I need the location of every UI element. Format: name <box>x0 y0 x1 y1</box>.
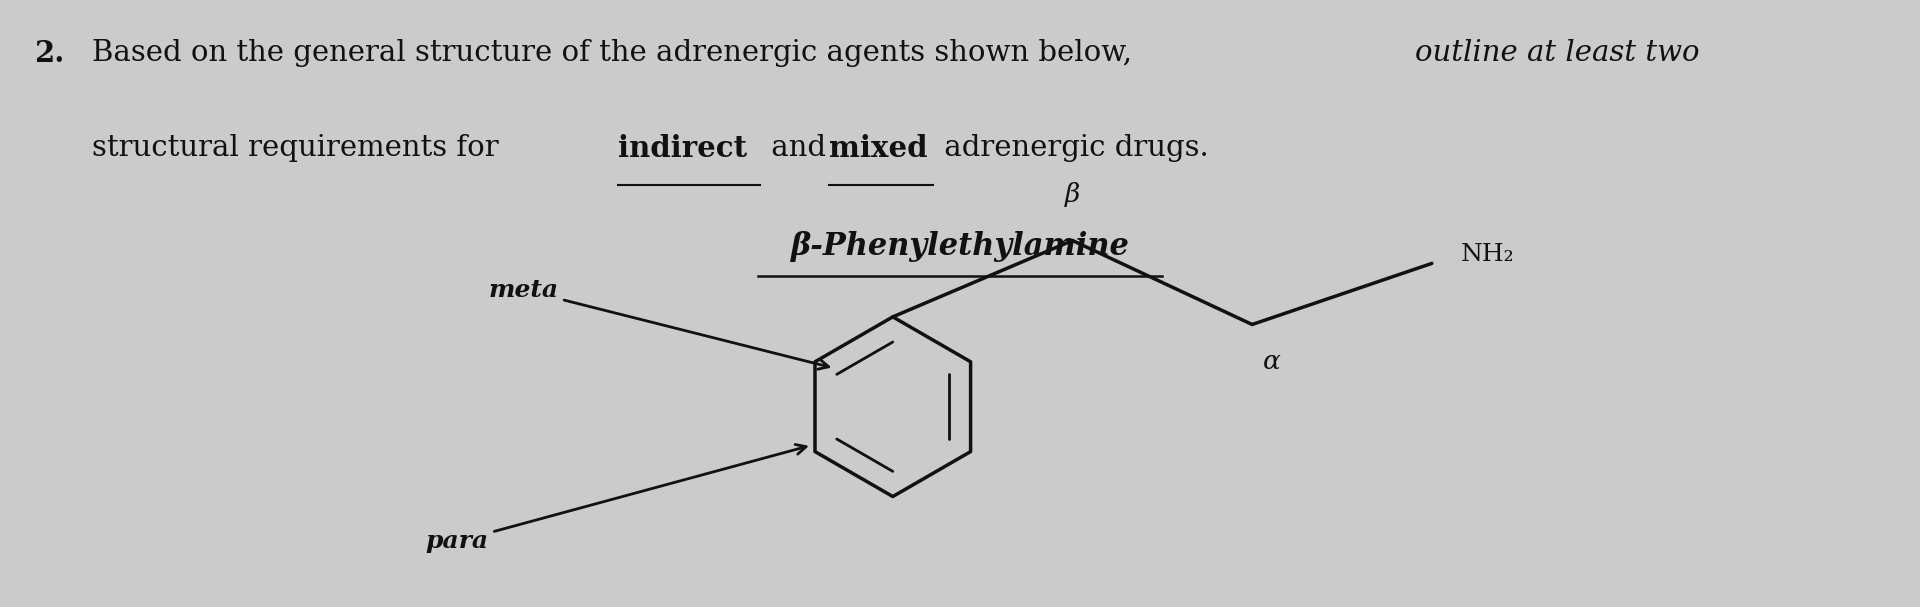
Text: meta: meta <box>488 278 829 369</box>
Text: β: β <box>1066 182 1081 207</box>
Text: 2.: 2. <box>35 39 65 69</box>
Text: NH₂: NH₂ <box>1461 243 1515 266</box>
Text: β-Phenylethylamine: β-Phenylethylamine <box>791 231 1129 262</box>
Text: indirect: indirect <box>618 134 747 163</box>
Text: structural requirements for: structural requirements for <box>92 134 509 161</box>
Text: mixed: mixed <box>829 134 927 163</box>
Text: α: α <box>1263 349 1281 374</box>
Text: para: para <box>426 444 806 554</box>
Text: adrenergic drugs.: adrenergic drugs. <box>935 134 1210 161</box>
Text: Based on the general structure of the adrenergic agents shown below,: Based on the general structure of the ad… <box>92 39 1140 67</box>
Text: and: and <box>762 134 835 161</box>
Text: outline at least two: outline at least two <box>1415 39 1699 67</box>
